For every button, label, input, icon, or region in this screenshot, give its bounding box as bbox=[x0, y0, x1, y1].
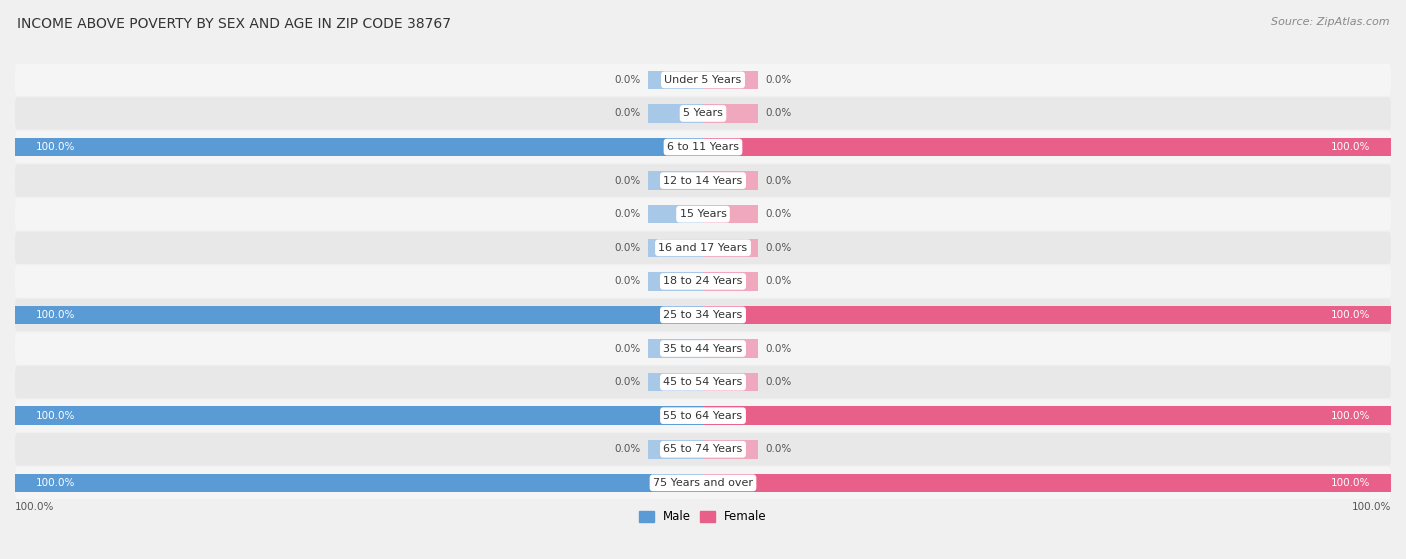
Bar bbox=[648, 172, 703, 190]
Bar bbox=[703, 104, 758, 122]
Text: 100.0%: 100.0% bbox=[35, 310, 75, 320]
Text: 35 to 44 Years: 35 to 44 Years bbox=[664, 344, 742, 353]
Bar bbox=[703, 138, 1391, 157]
FancyBboxPatch shape bbox=[15, 433, 1391, 466]
FancyBboxPatch shape bbox=[15, 299, 1391, 331]
Text: 15 Years: 15 Years bbox=[679, 209, 727, 219]
Bar bbox=[648, 373, 703, 391]
Bar bbox=[703, 440, 758, 458]
FancyBboxPatch shape bbox=[15, 164, 1391, 197]
Text: 100.0%: 100.0% bbox=[35, 142, 75, 152]
Text: Under 5 Years: Under 5 Years bbox=[665, 75, 741, 85]
Text: Source: ZipAtlas.com: Source: ZipAtlas.com bbox=[1271, 17, 1389, 27]
Text: 0.0%: 0.0% bbox=[765, 209, 792, 219]
Text: 0.0%: 0.0% bbox=[614, 75, 641, 85]
FancyBboxPatch shape bbox=[15, 64, 1391, 96]
Text: 65 to 74 Years: 65 to 74 Years bbox=[664, 444, 742, 454]
Text: 0.0%: 0.0% bbox=[614, 108, 641, 119]
Bar bbox=[703, 373, 758, 391]
Text: 100.0%: 100.0% bbox=[35, 478, 75, 488]
Text: INCOME ABOVE POVERTY BY SEX AND AGE IN ZIP CODE 38767: INCOME ABOVE POVERTY BY SEX AND AGE IN Z… bbox=[17, 17, 451, 31]
Bar bbox=[15, 473, 703, 492]
Text: 0.0%: 0.0% bbox=[614, 377, 641, 387]
Text: 0.0%: 0.0% bbox=[614, 276, 641, 286]
Text: 100.0%: 100.0% bbox=[15, 503, 55, 513]
Bar bbox=[703, 70, 758, 89]
Text: 0.0%: 0.0% bbox=[765, 108, 792, 119]
Text: 25 to 34 Years: 25 to 34 Years bbox=[664, 310, 742, 320]
Text: 100.0%: 100.0% bbox=[1331, 478, 1371, 488]
Bar bbox=[703, 406, 1391, 425]
Text: 0.0%: 0.0% bbox=[614, 209, 641, 219]
Text: 75 Years and over: 75 Years and over bbox=[652, 478, 754, 488]
Text: 0.0%: 0.0% bbox=[614, 344, 641, 353]
Bar bbox=[15, 406, 703, 425]
FancyBboxPatch shape bbox=[15, 265, 1391, 297]
Text: 100.0%: 100.0% bbox=[1351, 503, 1391, 513]
Bar bbox=[703, 339, 758, 358]
Text: 100.0%: 100.0% bbox=[1331, 310, 1371, 320]
Bar bbox=[703, 272, 758, 291]
Bar bbox=[648, 440, 703, 458]
FancyBboxPatch shape bbox=[15, 467, 1391, 499]
Bar bbox=[15, 306, 703, 324]
Text: 12 to 14 Years: 12 to 14 Years bbox=[664, 176, 742, 186]
Bar bbox=[703, 473, 1391, 492]
FancyBboxPatch shape bbox=[15, 400, 1391, 432]
FancyBboxPatch shape bbox=[15, 333, 1391, 364]
Text: 0.0%: 0.0% bbox=[614, 176, 641, 186]
Text: 0.0%: 0.0% bbox=[765, 377, 792, 387]
Bar bbox=[648, 104, 703, 122]
Text: 55 to 64 Years: 55 to 64 Years bbox=[664, 411, 742, 421]
FancyBboxPatch shape bbox=[15, 366, 1391, 398]
Bar bbox=[703, 306, 1391, 324]
Text: 5 Years: 5 Years bbox=[683, 108, 723, 119]
Text: 16 and 17 Years: 16 and 17 Years bbox=[658, 243, 748, 253]
Bar bbox=[648, 205, 703, 224]
Text: 6 to 11 Years: 6 to 11 Years bbox=[666, 142, 740, 152]
Text: 0.0%: 0.0% bbox=[614, 444, 641, 454]
FancyBboxPatch shape bbox=[15, 231, 1391, 264]
Text: 0.0%: 0.0% bbox=[765, 176, 792, 186]
Bar bbox=[648, 272, 703, 291]
Text: 45 to 54 Years: 45 to 54 Years bbox=[664, 377, 742, 387]
Bar bbox=[648, 339, 703, 358]
Text: 0.0%: 0.0% bbox=[765, 344, 792, 353]
FancyBboxPatch shape bbox=[15, 97, 1391, 130]
Bar bbox=[703, 205, 758, 224]
Text: 0.0%: 0.0% bbox=[765, 444, 792, 454]
FancyBboxPatch shape bbox=[15, 131, 1391, 163]
Text: 0.0%: 0.0% bbox=[765, 276, 792, 286]
Text: 100.0%: 100.0% bbox=[35, 411, 75, 421]
Text: 100.0%: 100.0% bbox=[1331, 411, 1371, 421]
Legend: Male, Female: Male, Female bbox=[634, 506, 772, 528]
Bar bbox=[648, 239, 703, 257]
Text: 100.0%: 100.0% bbox=[1331, 142, 1371, 152]
Bar bbox=[703, 172, 758, 190]
Text: 0.0%: 0.0% bbox=[765, 75, 792, 85]
Bar bbox=[703, 239, 758, 257]
FancyBboxPatch shape bbox=[15, 198, 1391, 230]
Text: 0.0%: 0.0% bbox=[765, 243, 792, 253]
Bar bbox=[648, 70, 703, 89]
Text: 0.0%: 0.0% bbox=[614, 243, 641, 253]
Text: 18 to 24 Years: 18 to 24 Years bbox=[664, 276, 742, 286]
Bar bbox=[15, 138, 703, 157]
